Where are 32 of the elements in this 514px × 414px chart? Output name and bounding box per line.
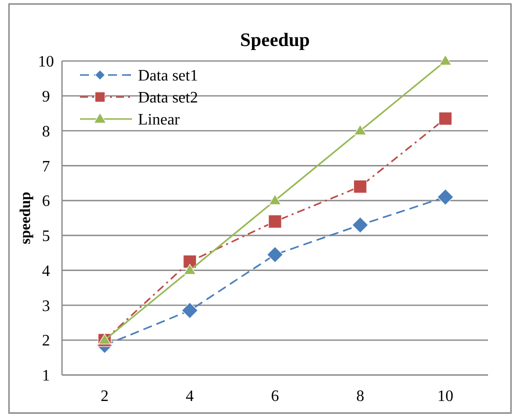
legend-label: Data set2 (138, 90, 198, 107)
point (438, 112, 452, 126)
y-tick-label: 2 (42, 332, 50, 350)
x-tick-label: 8 (356, 388, 364, 405)
y-tick-label: 10 (38, 54, 54, 71)
x-tick-label: 6 (271, 388, 279, 405)
point (354, 124, 366, 136)
point (266, 246, 284, 263)
legend-label: Linear (138, 112, 180, 129)
y-axis-title: speedup (18, 192, 34, 244)
point (437, 188, 454, 206)
y-tick-label: 7 (42, 158, 50, 176)
point (268, 214, 282, 228)
point (184, 264, 196, 275)
y-tick-label: 9 (42, 88, 50, 106)
y-tick-label: 4 (42, 262, 50, 280)
y-tick-label: 6 (42, 193, 50, 210)
legend-label: Data set1 (138, 68, 198, 85)
y-tick-label: 1 (42, 368, 50, 385)
point (98, 334, 111, 344)
y-tick-label: 3 (42, 298, 50, 315)
y-tick-label: 8 (42, 123, 50, 140)
point (268, 194, 282, 205)
point (353, 180, 367, 194)
x-tick-label: 4 (186, 388, 194, 405)
point (439, 54, 452, 66)
point (352, 216, 368, 234)
x-tick-label: 2 (100, 388, 109, 405)
x-tick-label: 10 (437, 388, 454, 405)
y-tick-label: 5 (42, 228, 50, 246)
point (182, 302, 198, 319)
chart-title: Speedup (240, 30, 310, 51)
